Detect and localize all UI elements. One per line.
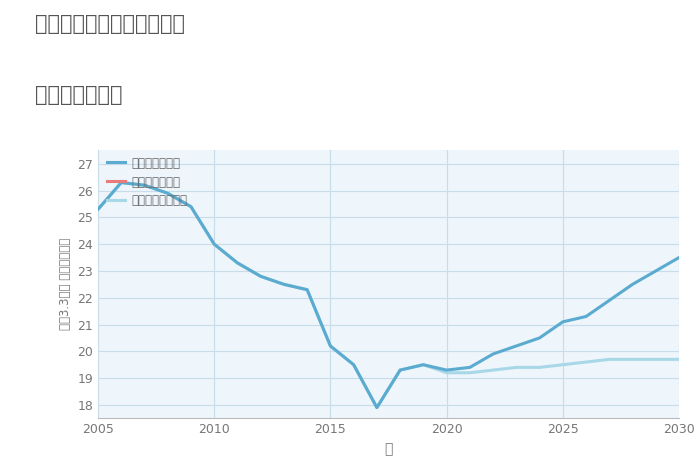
Text: 兵庫県豊岡市出石町片間の: 兵庫県豊岡市出石町片間の bbox=[35, 14, 185, 34]
Text: 土地の価格推移: 土地の価格推移 bbox=[35, 85, 122, 105]
Legend: グッドシナリオ, バッドシナリオ, ノーマルシナリオ: グッドシナリオ, バッドシナリオ, ノーマルシナリオ bbox=[104, 153, 190, 211]
Y-axis label: 坪（3.3㎡） 単価（万円）: 坪（3.3㎡） 単価（万円） bbox=[59, 238, 71, 330]
X-axis label: 年: 年 bbox=[384, 442, 393, 456]
